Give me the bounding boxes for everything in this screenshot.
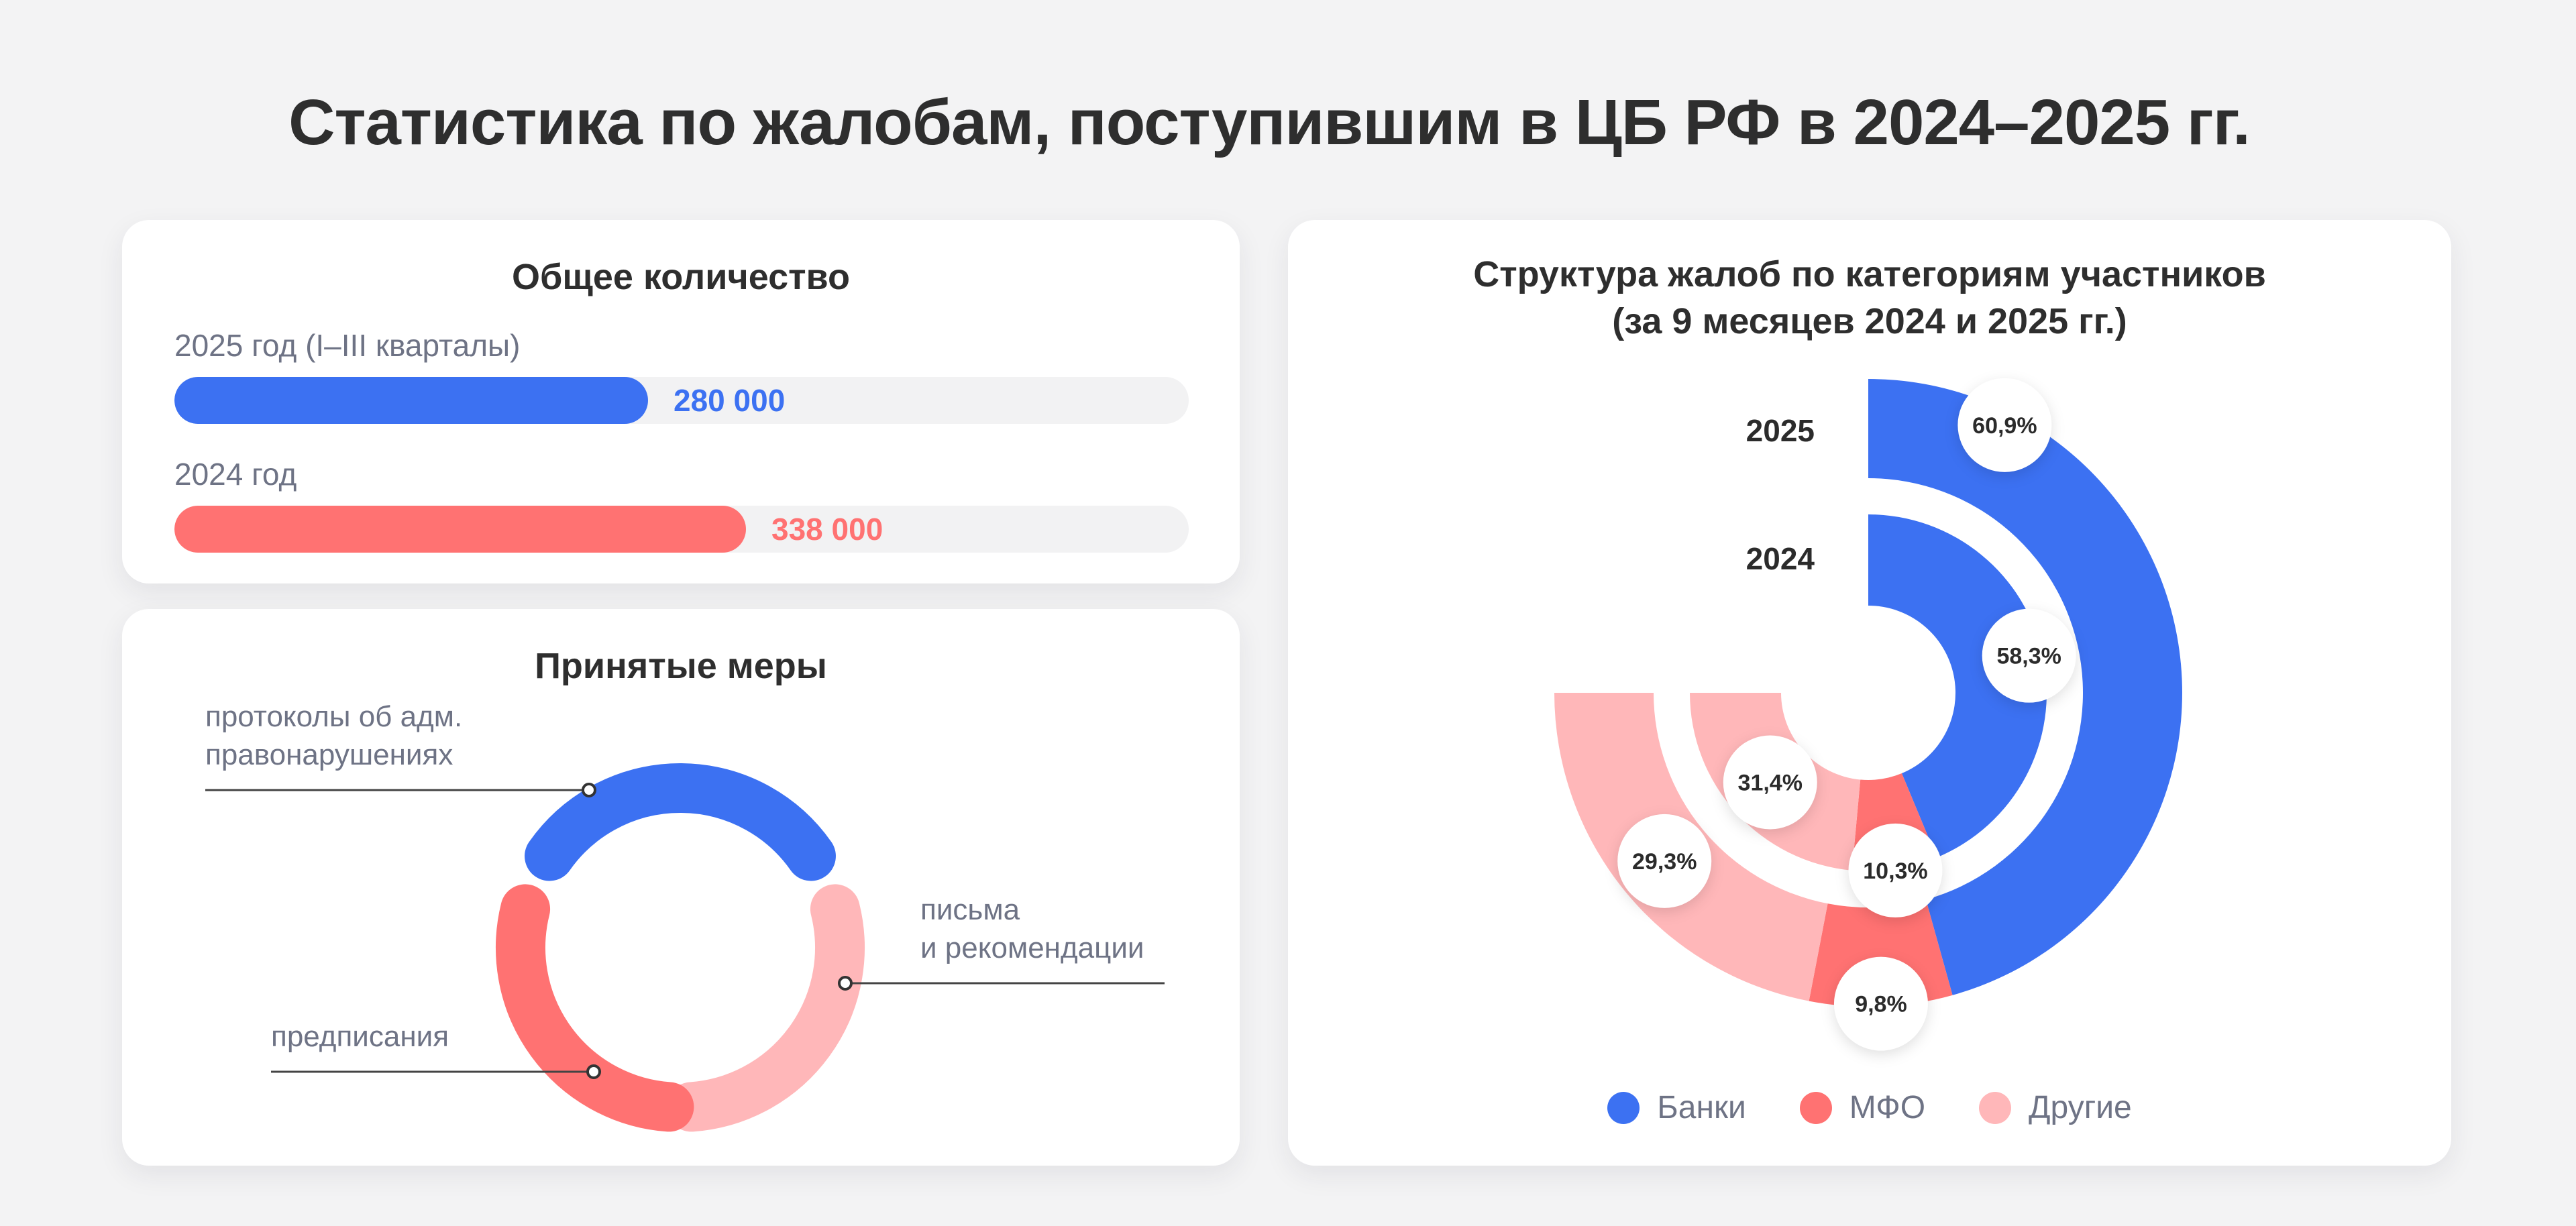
marker-protocols bbox=[582, 783, 596, 797]
bubble-2024-mfo bbox=[1848, 823, 1943, 917]
year-label-2025: 2025 bbox=[1746, 413, 1815, 448]
structure-donut-chart: 60,9% 9,8% 29,3% 58,3% 10,3% 31,4% 2025 2024 bbox=[1554, 378, 2182, 1051]
data-label-2024-banks: 58,3% bbox=[1996, 644, 2061, 669]
structure-title-line1: Структура жалоб по категориям участников bbox=[1473, 254, 2266, 294]
data-label-2025-mfo: 9,8% bbox=[1855, 992, 1907, 1017]
legend-dot-others bbox=[1979, 1091, 2012, 1124]
measures-card-title: Принятые меры bbox=[535, 646, 827, 686]
bar-track-2024: 338 000 bbox=[174, 506, 1189, 553]
donut-2025-banks bbox=[1868, 379, 2182, 995]
legend: Банки МФО Другие bbox=[1288, 1089, 2451, 1126]
marker-letters bbox=[838, 976, 853, 991]
marker-orders bbox=[586, 1064, 601, 1079]
legend-item-mfo: МФО bbox=[1799, 1089, 1926, 1126]
donut-2024-banks bbox=[1868, 514, 2047, 858]
arc-letters bbox=[666, 884, 865, 1132]
bar-label-2025: 2025 год (I–III кварталы) bbox=[174, 328, 521, 363]
data-label-2025-others: 29,3% bbox=[1632, 849, 1697, 875]
structure-title-line2: (за 9 месяцев 2024 и 2025 гг.) bbox=[1612, 301, 2127, 342]
legend-item-banks: Банки bbox=[1607, 1089, 1746, 1126]
legend-label-others: Другие bbox=[2029, 1090, 2132, 1125]
label-letters-line1: письма bbox=[920, 893, 1020, 926]
bubble-2024-banks bbox=[1982, 608, 2076, 703]
data-label-2024-mfo: 10,3% bbox=[1863, 858, 1927, 884]
label-orders: предписания bbox=[271, 1020, 449, 1053]
legend-dot-banks bbox=[1607, 1091, 1640, 1124]
legend-label-mfo: МФО bbox=[1849, 1090, 1926, 1125]
bubble-2024-others bbox=[1723, 735, 1817, 830]
bubble-2025-mfo bbox=[1833, 956, 1928, 1051]
measures-ring-chart: протоколы об адм. правонарушениях предпи… bbox=[205, 700, 1165, 1132]
total-card-title: Общее количество bbox=[511, 257, 851, 297]
arc-protocols bbox=[525, 763, 836, 881]
data-label-2025-banks: 60,9% bbox=[1972, 413, 2037, 439]
bar-value-2024: 338 000 bbox=[771, 512, 883, 547]
bar-2024 bbox=[174, 506, 746, 553]
label-protocols-line2: правонарушениях bbox=[205, 738, 453, 771]
total-card: Общее количество 2025 год (I–III квартал… bbox=[122, 220, 1240, 583]
bar-2025 bbox=[174, 377, 648, 424]
label-protocols-line1: протоколы об адм. bbox=[205, 700, 462, 733]
bar-label-2024: 2024 год bbox=[174, 457, 297, 492]
bar-track-2025: 280 000 bbox=[174, 377, 1189, 424]
legend-item-others: Другие bbox=[1979, 1089, 2132, 1126]
structure-card: Структура жалоб по категориям участников… bbox=[1288, 220, 2451, 1166]
bubble-2025-banks bbox=[1957, 378, 2052, 472]
bubble-2025-others bbox=[1617, 814, 1712, 908]
bar-value-2025: 280 000 bbox=[674, 383, 786, 418]
page-title: Статистика по жалобам, поступившим в ЦБ … bbox=[288, 87, 2251, 158]
data-label-2024-others: 31,4% bbox=[1738, 770, 1803, 795]
label-letters-line2: и рекомендации bbox=[920, 932, 1144, 964]
year-label-2024: 2024 bbox=[1746, 541, 1815, 576]
measures-card: Принятые меры протоколы об адм. правонар… bbox=[122, 609, 1240, 1166]
arc-orders bbox=[496, 884, 694, 1132]
structure-card-title: Структура жалоб по категориям участников… bbox=[1288, 251, 2451, 345]
legend-dot-mfo bbox=[1799, 1091, 1832, 1124]
legend-label-banks: Банки bbox=[1657, 1090, 1746, 1125]
